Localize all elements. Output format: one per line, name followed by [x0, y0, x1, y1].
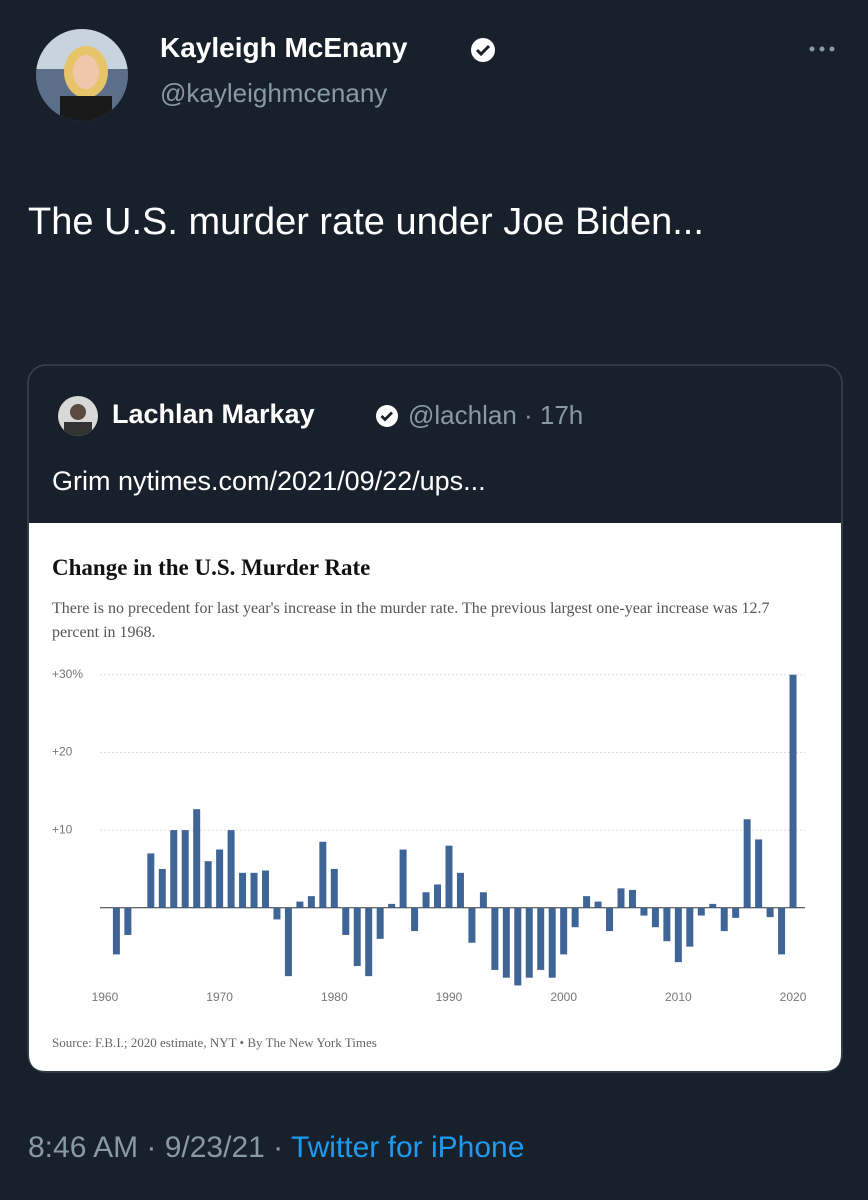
chart-source: Source: F.B.I.; 2020 estimate, NYT • By … [52, 1035, 377, 1050]
bar [193, 809, 201, 908]
x-tick-label: 1960 [92, 990, 119, 1004]
y-tick-label: +10 [52, 822, 73, 836]
author-name[interactable]: Kayleigh McEnany [160, 32, 408, 63]
bar [491, 907, 499, 970]
bar [583, 896, 591, 908]
bar [284, 907, 292, 977]
bar [502, 907, 510, 978]
quote-card[interactable] [27, 364, 843, 1073]
bar [124, 907, 132, 935]
bar [388, 903, 396, 908]
bar [456, 872, 464, 908]
bar [330, 868, 338, 908]
bar [250, 872, 258, 908]
quote-meta: @lachlan · 17h [408, 400, 584, 430]
bar [560, 907, 568, 955]
bar [273, 907, 281, 920]
bar [112, 907, 120, 955]
bar [778, 907, 786, 955]
bar [697, 907, 705, 916]
bar [663, 907, 671, 942]
quote-avatar [58, 396, 98, 436]
bar [307, 896, 315, 908]
x-tick-label: 2010 [665, 990, 692, 1004]
time: 8:46 AM · 9/23/21 · [28, 1131, 284, 1164]
bar [376, 907, 384, 939]
bar [296, 901, 304, 908]
bar [239, 872, 247, 908]
bar [147, 853, 155, 908]
client-link[interactable]: Twitter for iPhone [290, 1131, 525, 1164]
tweet-text: The U.S. murder rate under Joe Biden... [28, 201, 704, 243]
author-handle[interactable]: @kayleighmcenany [160, 78, 388, 108]
bar [651, 907, 659, 928]
chart-background [29, 523, 841, 1071]
bar [170, 830, 178, 908]
bar [479, 892, 487, 908]
bar [571, 907, 579, 928]
avatar[interactable] [36, 29, 128, 126]
bar [411, 907, 419, 932]
bar [606, 907, 614, 932]
bar [617, 888, 625, 908]
bar [181, 830, 189, 908]
bar [445, 845, 453, 908]
bar [525, 907, 533, 978]
bar [365, 907, 373, 977]
bar [709, 903, 717, 908]
bar [628, 889, 636, 908]
bar [720, 907, 728, 932]
verified-badge [471, 38, 495, 62]
bar [766, 907, 774, 918]
bar [743, 819, 751, 908]
bar [514, 907, 522, 986]
y-tick-label: +20 [52, 745, 73, 759]
bar [674, 907, 682, 963]
bar [548, 907, 556, 978]
verified-badge [376, 405, 398, 427]
bar [227, 830, 235, 908]
timestamp: 8:46 AM · 9/23/21 · Twitter for iPhone [28, 1131, 524, 1165]
chart-title: Change in the U.S. Murder Rate [52, 555, 371, 580]
quote-text[interactable]: Grim nytimes.com/2021/09/22/ups... [52, 466, 486, 496]
bar [422, 892, 430, 908]
bar [216, 849, 224, 908]
bar [468, 907, 476, 943]
bar [399, 849, 407, 908]
bar [353, 907, 361, 967]
bar [158, 868, 166, 908]
quote-author-name[interactable]: Lachlan Markay [112, 399, 315, 429]
x-tick-label: 1980 [321, 990, 348, 1004]
bar [342, 907, 350, 935]
bar [319, 841, 327, 908]
bar [204, 861, 212, 908]
bar [537, 907, 545, 970]
bar [789, 674, 797, 908]
x-tick-label: 2020 [780, 990, 807, 1004]
bar [686, 907, 694, 947]
bar [640, 907, 648, 916]
more-button[interactable] [809, 46, 835, 52]
bar [434, 884, 442, 908]
x-tick-label: 1970 [206, 990, 233, 1004]
bar [261, 870, 269, 908]
bar [755, 839, 763, 908]
x-tick-label: 1990 [436, 990, 463, 1004]
y-tick-label: +30% [52, 667, 83, 681]
bar [732, 907, 740, 918]
bar [594, 901, 602, 908]
chart-subtitle: There is no precedent for last year's in… [52, 600, 770, 641]
x-tick-label: 2000 [550, 990, 577, 1004]
